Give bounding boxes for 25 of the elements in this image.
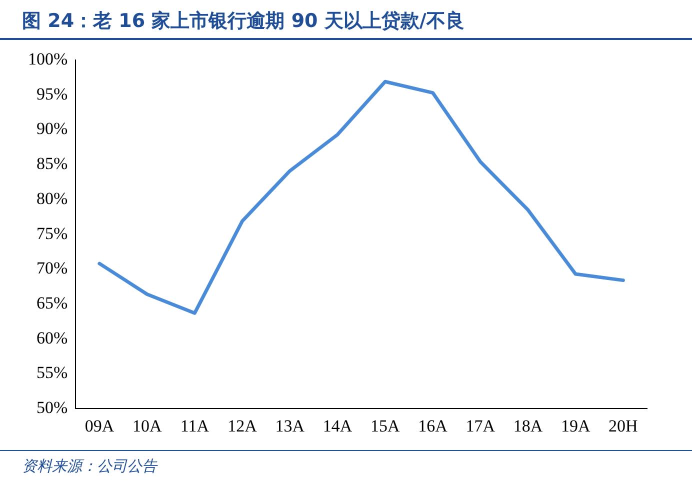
x-tick-label: 12A xyxy=(228,416,258,436)
chart-title: 图 24：老 16 家上市银行逾期 90 天以上贷款/不良 xyxy=(0,0,692,40)
x-tick-label: 20H xyxy=(608,416,638,436)
x-tick-label: 11A xyxy=(180,416,210,436)
x-tick-label: 14A xyxy=(322,416,353,436)
x-tick-label: 18A xyxy=(513,416,544,436)
y-tick-label: 90% xyxy=(36,119,68,138)
y-tick-label: 75% xyxy=(36,224,68,243)
y-tick-label: 70% xyxy=(36,258,68,278)
x-tick-label: 10A xyxy=(132,416,162,436)
y-tick-label: 50% xyxy=(36,398,68,418)
y-tick-label: 95% xyxy=(36,84,68,104)
y-tick-label: 65% xyxy=(36,293,68,312)
y-tick-label: 80% xyxy=(36,188,68,208)
x-tick-label: 16A xyxy=(418,416,448,436)
x-tick-label: 17A xyxy=(466,416,496,436)
x-tick-label: 15A xyxy=(370,416,400,436)
x-tick-label: 13A xyxy=(275,416,306,436)
x-tick-label: 19A xyxy=(560,416,591,436)
y-tick-label: 60% xyxy=(36,328,68,348)
x-tick-label: 09A xyxy=(84,416,115,436)
y-tick-label: 100% xyxy=(28,49,68,68)
text: 资料来源：公司公告 xyxy=(22,457,157,475)
y-tick-label: 55% xyxy=(36,363,68,382)
y-tick-label: 85% xyxy=(36,154,68,174)
